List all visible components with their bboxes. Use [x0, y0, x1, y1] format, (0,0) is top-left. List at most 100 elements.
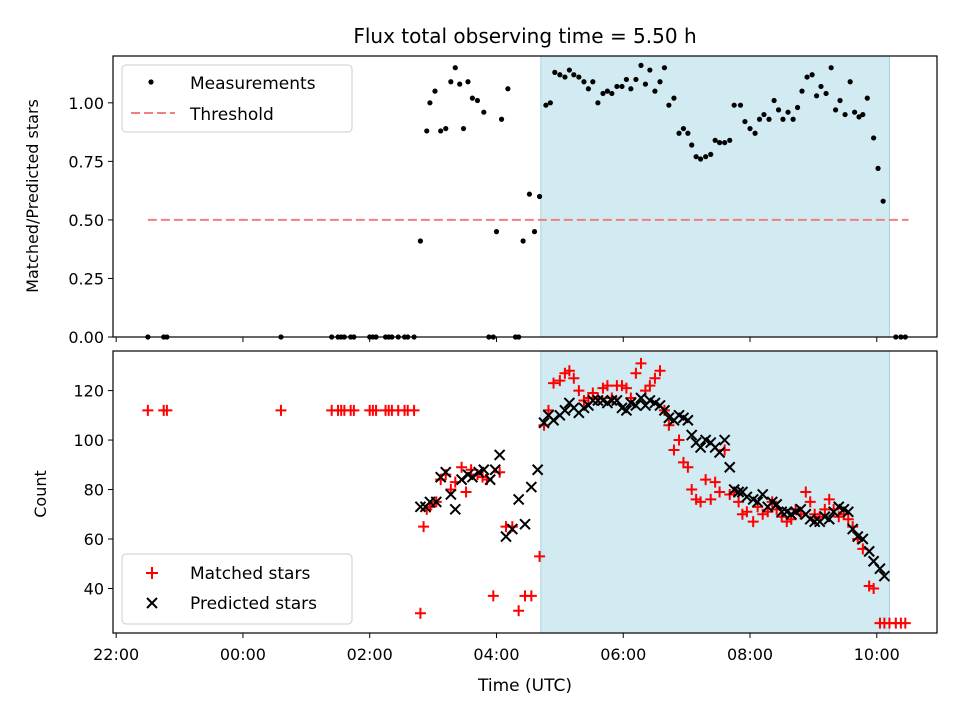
predicted-star-point	[694, 441, 707, 454]
predicted-star-point	[685, 429, 698, 441]
matched-star-point	[747, 516, 759, 528]
matched-star-point	[709, 476, 721, 488]
measurement-point	[747, 125, 753, 132]
measurement-point	[604, 88, 611, 94]
measurement-point	[689, 142, 695, 148]
x-tick-label: 10:00	[854, 645, 900, 664]
measurement-point	[493, 229, 500, 235]
matched-star-point	[668, 444, 680, 456]
predicted-star-point	[770, 498, 783, 511]
measurement-point	[474, 97, 481, 104]
top-legend-box	[121, 64, 353, 133]
top-observing-window	[540, 55, 890, 338]
matched-star-point	[460, 486, 472, 498]
measurement-point	[633, 76, 639, 83]
matched-star-point	[705, 493, 717, 505]
matched-star-point	[663, 419, 675, 431]
predicted-star-point	[592, 394, 604, 407]
measurement-point	[880, 198, 886, 204]
y-tick-label: 0.75	[68, 152, 104, 171]
predicted-star-point	[478, 464, 490, 476]
matched-star-point	[800, 486, 812, 498]
measurement-point	[531, 229, 538, 235]
measurement-point	[799, 88, 805, 94]
measurement-point	[837, 97, 843, 104]
predicted-star-point	[440, 466, 452, 478]
measurement-point	[520, 238, 526, 244]
matched-star-point	[635, 357, 647, 369]
measurement-point	[628, 86, 634, 92]
predicted-star-points	[414, 392, 891, 582]
matched-star-point	[741, 506, 753, 518]
measurement-point	[562, 74, 568, 80]
measurement-point	[424, 128, 430, 134]
matched-star-point	[348, 404, 360, 416]
measurement-point	[619, 83, 625, 90]
matched-star-point	[649, 372, 661, 384]
y-tick-label: 0.00	[68, 328, 104, 347]
measurement-point	[457, 81, 463, 87]
measurement-point	[443, 125, 449, 132]
measurement-point	[742, 118, 748, 125]
bottom-panel: 22:00 00:00 02:00 04:00 06:00 08:00 10:00 40 60 8…	[31, 350, 938, 696]
measurement-point	[652, 88, 658, 94]
matched-star-point	[620, 382, 632, 394]
y-tick-label: 100	[73, 431, 104, 450]
predicted-star-point	[732, 486, 745, 498]
predicted-star-point	[606, 394, 618, 407]
predicted-star-point	[682, 414, 694, 426]
y-tick-label: 80	[84, 481, 104, 500]
measurement-point	[600, 90, 606, 97]
predicted-star-point	[484, 473, 496, 486]
measurement-point	[661, 65, 668, 71]
measurement-point	[766, 116, 772, 122]
measurement-point	[864, 95, 870, 101]
top-legend: Measurements Threshold	[121, 64, 353, 133]
y-tick-label: 120	[73, 382, 104, 401]
matched-star-point	[563, 365, 575, 377]
predicted-star-point	[718, 434, 731, 446]
measurement-point	[794, 104, 801, 111]
measurements-legend-label: Measurements	[190, 74, 316, 94]
measurement-point	[790, 116, 796, 122]
measurement-point	[676, 130, 682, 136]
matched-star-point	[682, 461, 694, 473]
matched-star-point	[554, 375, 566, 387]
x-tick-label: 08:00	[727, 645, 773, 664]
measurement-point	[590, 79, 596, 85]
predicted-star-point	[741, 491, 753, 503]
measurement-point	[697, 156, 704, 162]
matched-star-point	[700, 474, 712, 486]
x-tick-label: 22:00	[93, 645, 139, 664]
predicted-star-point	[751, 496, 764, 508]
x-tick-label: 02:00	[347, 645, 393, 664]
measurement-point	[552, 69, 558, 75]
predicted-star-point	[776, 506, 788, 518]
measurement-point	[427, 100, 433, 106]
measurement-point	[647, 67, 653, 73]
predicted-star-point	[620, 404, 633, 417]
predicted-star-point	[414, 501, 427, 513]
measurement-point	[581, 79, 587, 85]
predicted-legend-label: Predicted stars	[190, 594, 317, 614]
matched-star-point	[275, 404, 287, 416]
predicted-star-point	[823, 513, 835, 525]
predicted-star-point	[449, 503, 461, 516]
measurement-point	[856, 114, 862, 120]
predicted-star-point	[724, 461, 736, 473]
matched-star-point	[465, 464, 477, 476]
measurement-point	[842, 111, 848, 118]
measurement-point	[666, 102, 672, 108]
measurement-point	[448, 79, 454, 85]
matched-star-point	[487, 590, 499, 602]
measurements-legend-marker	[148, 79, 154, 85]
measurement-point	[417, 238, 424, 244]
measurement-point	[536, 193, 543, 200]
measurement-point	[680, 125, 687, 132]
measurement-point	[498, 116, 505, 122]
matched-star-point	[804, 496, 816, 508]
matched-star-point	[161, 404, 173, 416]
measurement-point	[465, 79, 471, 85]
predicted-star-point	[531, 464, 544, 476]
